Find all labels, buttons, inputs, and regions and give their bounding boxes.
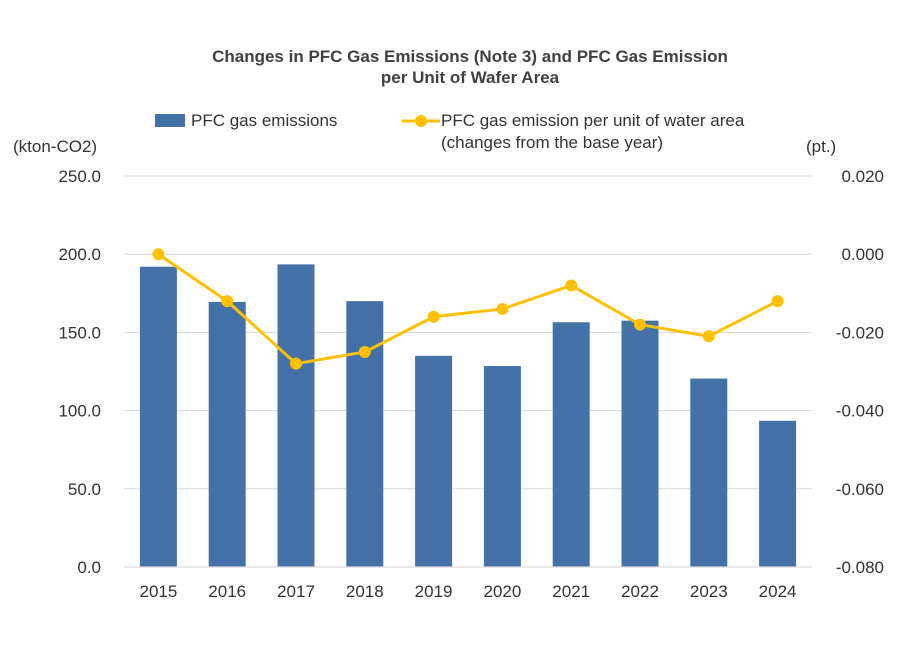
chart-title: Changes in PFC Gas Emissions (Note 3) an…	[0, 46, 900, 88]
line-point	[496, 302, 509, 315]
x-tick-label: 2023	[690, 582, 728, 601]
y-right-tick-label: -0.060	[836, 480, 884, 499]
y-right-tick-label: 0.020	[841, 167, 884, 186]
bar	[415, 355, 453, 567]
y-left-tick-label: 0.0	[77, 558, 101, 577]
line-point	[702, 330, 715, 343]
line-point	[290, 357, 302, 370]
y-left-tick-label: 50.0	[68, 480, 101, 499]
x-tick-label: 2016	[208, 582, 246, 601]
line-point	[358, 345, 371, 358]
y-right-tick-label: -0.080	[836, 558, 884, 577]
bar	[277, 264, 315, 567]
y-left-tick-label: 200.0	[58, 245, 101, 264]
x-tick-label: 2021	[552, 582, 590, 601]
bar	[621, 320, 659, 567]
bar	[208, 301, 246, 567]
line-point	[771, 295, 784, 308]
y-left-tick-label: 250.0	[58, 167, 101, 186]
chart-title-line2: per Unit of Wafer Area	[380, 68, 560, 87]
x-tick-label: 2015	[139, 582, 177, 601]
bar	[759, 420, 797, 567]
y-right-tick-label: 0.000	[841, 245, 884, 264]
legend-line-label-line2: (changes from the base year)	[441, 133, 664, 152]
legend-line-label: PFC gas emission per unit of water area	[441, 111, 745, 130]
line-point	[427, 310, 440, 323]
legend-line-marker	[415, 115, 427, 127]
left-axis-unit: (kton-CO2)	[13, 137, 98, 156]
line-point	[634, 318, 646, 331]
x-tick-label: 2022	[621, 582, 659, 601]
x-tick-label: 2019	[415, 582, 453, 601]
x-tick-label: 2018	[346, 582, 384, 601]
bar	[139, 266, 177, 567]
y-right-tick-label: -0.040	[836, 402, 884, 421]
line-point	[221, 295, 234, 308]
bar	[552, 322, 590, 567]
bar	[483, 366, 521, 567]
legend-bar-swatch	[155, 114, 185, 127]
right-axis-unit: (pt.)	[806, 137, 837, 156]
chart-title-line1: Changes in PFC Gas Emissions (Note 3) an…	[212, 47, 728, 66]
y-left-tick-label: 150.0	[58, 323, 101, 342]
legend-line-swatch	[402, 115, 440, 127]
line-point	[152, 248, 165, 261]
y-right-tick-label: -0.020	[836, 323, 884, 342]
x-tick-label: 2024	[759, 582, 797, 601]
line-series	[157, 252, 779, 366]
bar	[690, 378, 728, 567]
y-left-tick-label: 100.0	[58, 402, 101, 421]
x-tick-label: 2017	[277, 582, 315, 601]
legend-bar-label: PFC gas emissions	[191, 111, 338, 130]
line-point	[565, 279, 578, 292]
x-tick-label: 2020	[483, 582, 521, 601]
bar	[346, 301, 384, 567]
